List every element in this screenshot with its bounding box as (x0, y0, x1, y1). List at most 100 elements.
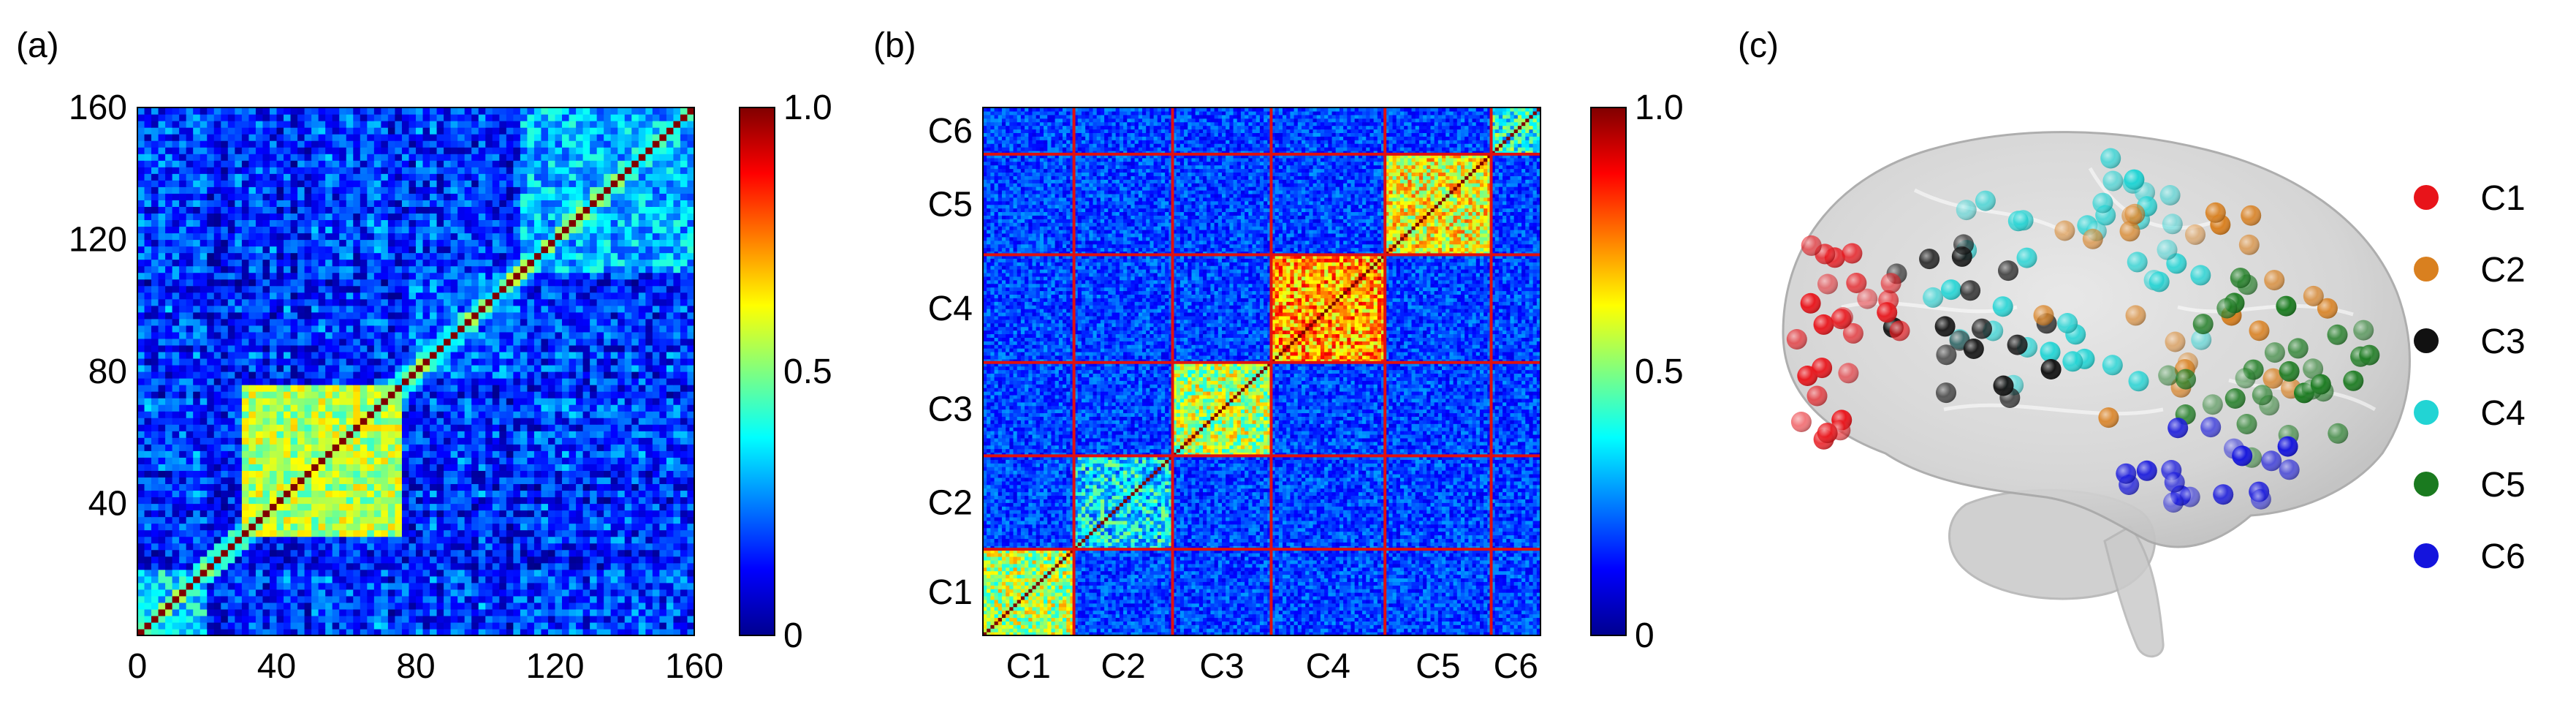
node-shading (1998, 260, 2018, 281)
node-shading (1964, 339, 1984, 359)
node-shading (2288, 338, 2309, 358)
colorbar-tick-label: 0.5 (1635, 352, 1684, 391)
node-shading (1791, 412, 1812, 432)
node-shading (1812, 358, 1832, 378)
y-tick-label: C1 (928, 573, 973, 612)
node-shading (1890, 320, 1910, 341)
node-shading (2129, 371, 2149, 391)
node-shading (2102, 355, 2123, 375)
node-shading (2328, 325, 2348, 345)
y-tick-label: C5 (928, 186, 973, 224)
node-shading (1923, 287, 1943, 308)
node-shading (1857, 289, 1877, 309)
node-shading (1877, 302, 1897, 322)
x-tick-label: C4 (1306, 647, 1350, 686)
node-shading (2251, 489, 2271, 510)
heatmap-b (983, 107, 1541, 636)
node-shading (1814, 314, 1834, 335)
colorbar-tick-label: 1.0 (1635, 88, 1684, 127)
node-shading (2225, 388, 2246, 409)
y-tick-label: C4 (928, 290, 973, 328)
panel-c-label: (c) (1738, 26, 1779, 65)
node-shading (2213, 484, 2233, 505)
node-shading (2057, 313, 2078, 333)
x-tick-label: 40 (257, 647, 296, 686)
colorbar-tick-label: 1.0 (783, 88, 832, 127)
node-shading (2158, 366, 2178, 386)
node-shading (2193, 314, 2214, 334)
node-shading (2205, 203, 2226, 223)
node-shading (2252, 385, 2273, 405)
node-shading (1936, 382, 1956, 403)
node-shading (2127, 252, 2148, 272)
node-shading (2007, 335, 2028, 355)
x-tick-label: C3 (1199, 647, 1244, 686)
x-tick-label: 120 (525, 647, 584, 686)
colorbar-a-ticks: 0 0.5 1.0 (783, 88, 832, 655)
legend-label: C5 (2480, 466, 2525, 505)
legend-marker-c5 (2414, 472, 2439, 496)
node-shading (2163, 492, 2184, 513)
colorbar-tick-label: 0.5 (783, 352, 832, 391)
node-shading (2167, 418, 2188, 438)
node-shading (2165, 472, 2185, 493)
heatmap-a (137, 107, 695, 636)
node-shading (1807, 386, 1828, 407)
node-shading (1787, 329, 1807, 350)
node-shading (1994, 376, 2014, 396)
legend-label: C2 (2480, 251, 2525, 290)
node-shading (2176, 369, 2196, 390)
x-tick-label: C1 (1006, 647, 1051, 686)
node-shading (2120, 221, 2140, 241)
node-shading (1975, 191, 1996, 211)
x-tick-label: C5 (1416, 647, 1460, 686)
legend-label: C6 (2480, 537, 2525, 576)
node-shading (2165, 332, 2186, 352)
node-shading (1953, 234, 1974, 254)
node-shading (2062, 351, 2083, 371)
node-shading (2241, 205, 2261, 226)
legend-label: C1 (2480, 179, 2525, 218)
node-shading (2232, 445, 2252, 466)
colorbar-tick-label: 0 (783, 616, 803, 655)
colorbar-tick-label: 0 (1635, 616, 1654, 655)
node-shading (2279, 361, 2300, 382)
node-shading (1941, 279, 1961, 300)
node-shading (2149, 271, 2170, 292)
node-shading (2116, 464, 2136, 484)
node-shading (2359, 345, 2379, 366)
node-shading (2235, 368, 2256, 388)
node-shading (2237, 414, 2257, 434)
node-shading (2328, 423, 2348, 444)
node-shading (2353, 320, 2374, 341)
node-shading (2190, 265, 2211, 285)
cerebrum (1783, 132, 2409, 547)
node-shading (2265, 342, 2285, 363)
legend-label: C4 (2480, 394, 2525, 433)
node-shading (2092, 193, 2113, 214)
node-shading (2230, 268, 2251, 288)
x-tick-label: 80 (396, 647, 435, 686)
legend-marker-c4 (2414, 400, 2439, 425)
node-shading (1838, 363, 1858, 383)
colorbar-b-ticks: 0 0.5 1.0 (1635, 88, 1684, 655)
node-shading (2137, 461, 2157, 481)
node-shading (2200, 417, 2221, 437)
node-shading (1956, 200, 1977, 220)
node-shading (2098, 407, 2119, 428)
node-shading (1801, 235, 1822, 256)
node-shading (1831, 309, 1852, 329)
node-shading (2264, 270, 2284, 290)
y-tick-label: C6 (928, 112, 973, 151)
node-shading (1993, 296, 2013, 317)
node-shading (2249, 320, 2270, 341)
panel-b-label: (b) (873, 26, 916, 65)
node-shading (1972, 319, 1992, 339)
node-shading (1919, 249, 1939, 269)
node-shading (2185, 224, 2205, 245)
y-tick-label: 160 (69, 88, 127, 127)
x-tick-label: C6 (1494, 647, 1538, 686)
node-shading (1801, 293, 1821, 314)
